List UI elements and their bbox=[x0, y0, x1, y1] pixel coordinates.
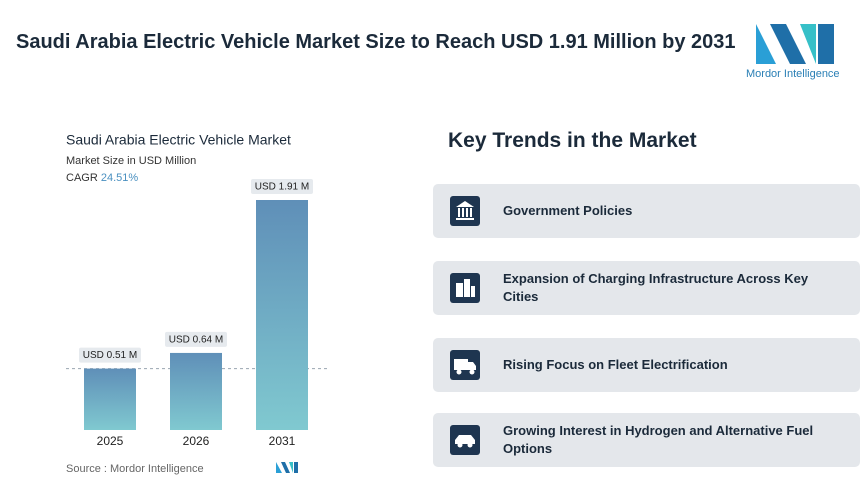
trend-card: Rising Focus on Fleet Electrification bbox=[433, 338, 860, 392]
logo-mark bbox=[756, 24, 834, 64]
chart-title: Saudi Arabia Electric Vehicle Market bbox=[66, 132, 291, 148]
bar bbox=[256, 200, 308, 430]
bar bbox=[170, 352, 222, 430]
source-logo bbox=[276, 462, 298, 473]
value-label-box bbox=[165, 331, 227, 347]
cagr-value: 24.51% bbox=[101, 172, 139, 184]
icon bbox=[450, 350, 480, 380]
chart: Saudi Arabia Electric Vehicle Market Mar… bbox=[66, 132, 328, 475]
trend-card: Government Policies bbox=[433, 184, 860, 238]
value-label: USD 0.64 M bbox=[169, 335, 223, 346]
trend-text: Expansion of Charging Infrastructure Acr… bbox=[503, 271, 809, 304]
trends-title: Key Trends in the Market bbox=[448, 129, 697, 152]
bar bbox=[84, 368, 136, 430]
cagr: CAGR 24.51% bbox=[66, 172, 138, 184]
trend-text: Government Policies bbox=[503, 203, 633, 218]
trend-card: Expansion of Charging Infrastructure Acr… bbox=[433, 261, 860, 315]
value-label: USD 0.51 M bbox=[83, 350, 137, 361]
icon bbox=[450, 196, 480, 226]
logo-text: Mordor Intelligence bbox=[746, 68, 840, 80]
chart-subtitle: Market Size in USD Million bbox=[66, 155, 196, 167]
page-title: Saudi Arabia Electric Vehicle Market Siz… bbox=[16, 31, 736, 53]
cagr-label: CAGR bbox=[66, 172, 98, 184]
trend-text: Rising Focus on Fleet Electrification bbox=[503, 357, 728, 372]
x-tick-label: 2026 bbox=[183, 434, 210, 448]
icon bbox=[450, 273, 480, 303]
icon bbox=[450, 425, 480, 455]
trend-card: Growing Interest in Hydrogen and Alterna… bbox=[433, 413, 860, 467]
value-label: USD 1.91 M bbox=[255, 182, 309, 193]
value-label-box bbox=[251, 179, 313, 194]
x-tick-label: 2025 bbox=[97, 434, 124, 448]
value-label-box bbox=[79, 347, 141, 363]
source: Source : Mordor Intelligence bbox=[66, 463, 204, 475]
trend-text: Growing Interest in Hydrogen and Alterna… bbox=[503, 423, 814, 456]
x-tick-label: 2031 bbox=[269, 434, 296, 448]
